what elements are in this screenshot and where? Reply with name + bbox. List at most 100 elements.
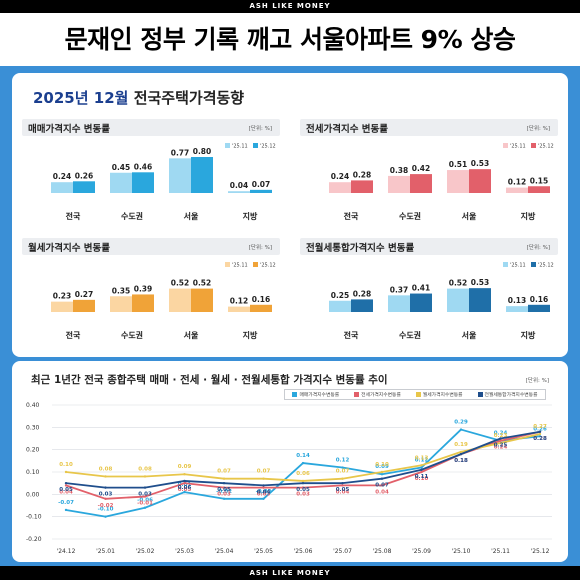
chart-title: 매매가격지수 변동률	[28, 124, 110, 135]
category-label: 지방	[243, 211, 258, 221]
x-tick-label: '25.08	[373, 548, 392, 555]
bar-value-label: 0.07	[252, 180, 271, 189]
bar	[469, 169, 491, 193]
legend-item: 전세가격지수변동률	[354, 391, 401, 398]
x-tick-label: '25.09	[412, 548, 431, 555]
legend-item: 월세가격지수변동률	[415, 391, 463, 398]
series-point	[341, 477, 344, 480]
bar-value-label: 0.27	[75, 290, 94, 299]
series-point	[499, 439, 502, 442]
series-point	[341, 466, 344, 469]
series-point	[499, 437, 502, 440]
legend-label: 전월세통합가격지수변동률	[484, 393, 538, 398]
data-label: 0.10	[375, 462, 389, 468]
bar-value-label: 0.41	[412, 284, 431, 293]
data-label: 0.24	[494, 431, 508, 437]
x-tick-label: '25.07	[333, 548, 352, 555]
chart-title: 전월세통합가격지수 변동률	[306, 243, 415, 254]
chart-header: 전월세통합가격지수 변동률 [단위: %]	[300, 238, 558, 255]
series-point	[222, 477, 226, 480]
legend-swatch	[253, 143, 258, 148]
series-point	[538, 435, 542, 438]
category-label: 수도권	[121, 330, 143, 340]
data-label: 0.03	[257, 492, 271, 498]
data-label: 0.09	[375, 464, 389, 470]
bar	[388, 295, 410, 312]
data-label: 0.29	[454, 420, 468, 426]
series-point	[262, 486, 265, 489]
bar	[191, 288, 213, 312]
bar	[447, 288, 469, 312]
y-tick-label: 0.00	[26, 491, 40, 498]
data-label: 0.18	[454, 458, 468, 464]
bar-value-label: 0.80	[193, 147, 212, 156]
category-label: 서울	[462, 211, 477, 221]
legend-swatch	[225, 262, 230, 267]
legend-swatch	[415, 392, 421, 397]
bar-value-label: 0.26	[75, 171, 94, 180]
bar-value-label: 0.42	[412, 164, 431, 173]
chart-unit: [단위: %]	[526, 126, 550, 132]
category-label: 지방	[521, 211, 536, 221]
x-tick-label: '25.03	[175, 548, 194, 555]
series-point	[64, 484, 68, 487]
category-label: 수도권	[399, 330, 421, 340]
category-label: 전국	[66, 211, 81, 221]
data-label: 0.27	[533, 424, 547, 430]
brand-bottom: ASH LIKE MONEY	[0, 566, 580, 580]
bar-chart-svg: '25.11 '25.12 0.24 0.28 전국 0.38 0.42 수도권 0.51 0.5…	[329, 143, 554, 221]
series-point	[380, 470, 384, 474]
data-label: 0.10	[415, 476, 429, 482]
data-label: -0.01	[137, 501, 153, 507]
series-line	[65, 430, 541, 489]
bar-charts-panel: 2025년 12월 전국주택가격동향 매매가격지수 변동률 [단위: %] '2…	[12, 73, 568, 357]
chart-unit: [단위: %]	[248, 245, 272, 251]
bar-value-label: 0.45	[112, 163, 131, 172]
x-tick-label: '25.06	[294, 548, 313, 555]
series-point	[380, 473, 384, 476]
bar	[110, 172, 132, 193]
series-point	[222, 497, 226, 500]
series-point	[499, 441, 502, 445]
series-point	[183, 479, 186, 483]
series-point	[538, 430, 542, 433]
series-point	[380, 477, 384, 480]
bar	[73, 181, 95, 193]
bar-chart-svg: '25.11 '25.12 0.23 0.27 전국 0.35 0.39 수도권 0.52 0.5…	[51, 262, 276, 340]
chart-title: 전세가격지수 변동률	[306, 124, 388, 135]
data-label: 0.04	[336, 489, 350, 495]
bar	[51, 301, 73, 312]
y-tick-label: 0.30	[26, 424, 40, 431]
bar	[250, 189, 272, 193]
series-point	[420, 466, 423, 469]
series-point	[341, 481, 344, 485]
bar	[469, 288, 491, 312]
bar-value-label: 0.52	[171, 279, 190, 288]
series-point	[104, 486, 107, 489]
series-point	[262, 477, 265, 480]
legend-item: 매매가격지수변동률	[292, 391, 339, 398]
legend-swatch	[503, 143, 508, 148]
chart-header: 매매가격지수 변동률 [단위: %]	[22, 119, 280, 136]
y-tick-label: -0.10	[26, 514, 42, 521]
data-label: 0.03	[99, 492, 113, 498]
data-label: 0.28	[533, 436, 547, 442]
bar-value-label: 0.16	[252, 295, 271, 304]
bar	[506, 306, 528, 312]
data-label: 0.05	[178, 487, 192, 493]
data-label: 0.18	[454, 458, 468, 464]
data-label: -0.07	[58, 500, 74, 506]
data-label: 0.25	[494, 443, 508, 449]
bar-value-label: 0.51	[449, 160, 468, 169]
bar-value-label: 0.77	[171, 148, 190, 157]
series-point	[301, 481, 305, 485]
trend-chart-unit: [단위: %]	[525, 378, 549, 384]
data-label: 0.28	[533, 436, 547, 442]
bar-value-label: 0.15	[530, 176, 549, 185]
bar	[228, 306, 250, 312]
data-label: 0.07	[257, 469, 271, 475]
data-label: 0.05	[336, 487, 350, 493]
legend-label: '25.12	[260, 144, 276, 150]
y-tick-label: 0.20	[26, 447, 40, 454]
bar-value-label: 0.46	[134, 162, 153, 171]
